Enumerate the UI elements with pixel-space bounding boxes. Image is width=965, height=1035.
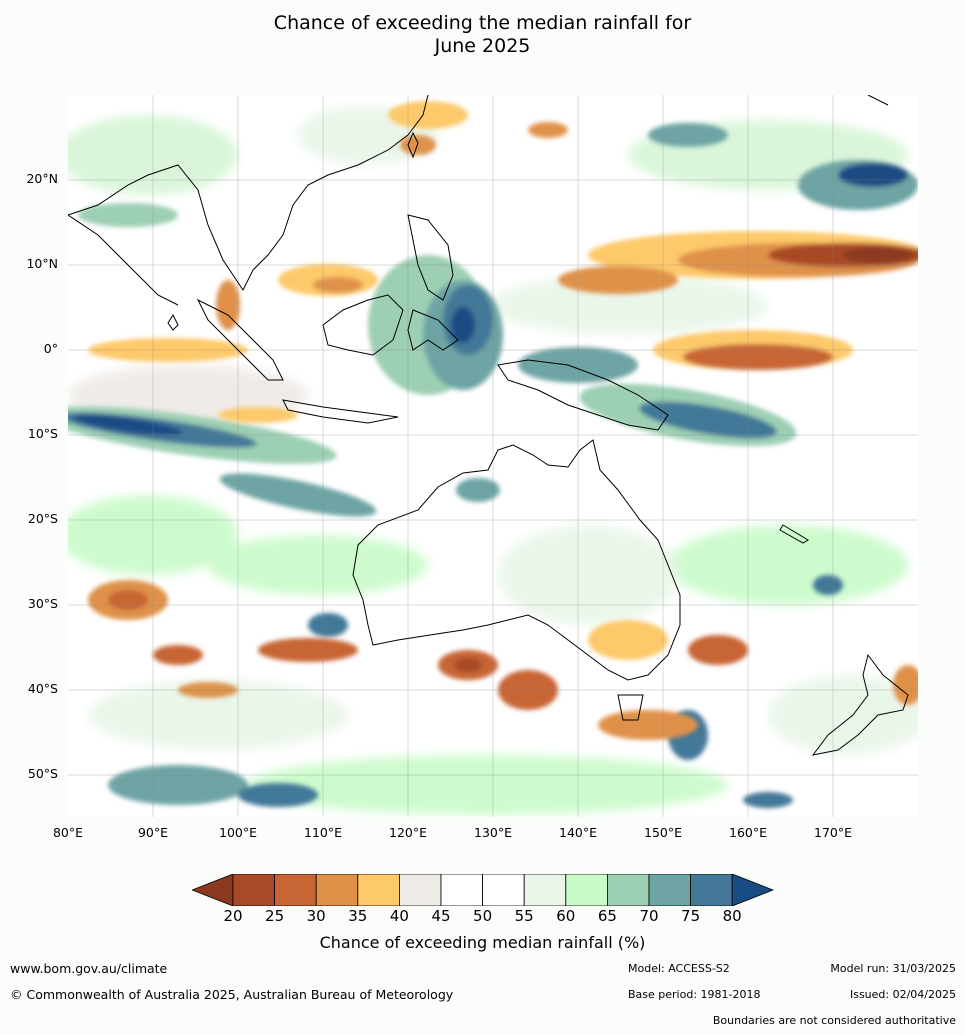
coast-new-zealand [811,653,909,756]
coast-new-guinea [497,359,669,431]
colorbar-tick-60: 60 [556,907,576,925]
lat-label-40s: 40°S [27,681,58,696]
colorbar-tick-35: 35 [348,907,368,925]
lat-label-0: 0° [43,341,58,356]
colorbar-title: Chance of exceeding median rainfall (%) [319,933,646,952]
lon-label-130e: 130°E [473,825,513,840]
colorbar-under-arrow [192,874,234,906]
rainfall-map [68,95,918,817]
colorbar-bin-65-70 [606,874,650,906]
colorbar-bin-25-30 [274,874,317,906]
coast-philippines [407,214,454,301]
lon-label-160e: 160°E [728,825,768,840]
chart-title-line1: Chance of exceeding the median rainfall … [273,12,692,34]
lon-label-110e: 110°E [303,825,343,840]
lat-label-20n: 20°N [26,171,58,186]
colorbar-bin-50-55 [482,874,525,906]
colorbar-bin-45-50 [440,874,483,906]
coast-asia-mainland [68,95,429,291]
colorbar-tick-40: 40 [389,907,409,925]
lat-label-20s: 20°S [27,511,58,526]
footer-base-period: Base period: 1981-2018 [628,988,761,1001]
colorbar-tick-20: 20 [223,907,243,925]
coast-australia [352,439,681,681]
footer-copyright: © Commonwealth of Australia 2025, Austra… [10,987,454,1002]
lon-label-150e: 150°E [643,825,683,840]
colorbar-bin-75-80 [690,874,733,906]
lat-label-30s: 30°S [27,596,58,611]
colorbar-bin-30-35 [315,874,359,906]
colorbar-tick-55: 55 [514,907,534,925]
chart-title-line2: June 2025 [434,35,531,57]
lon-label-100e: 100°E [218,825,258,840]
colorbar-bin-20-25 [232,874,275,906]
coastlines [68,95,909,756]
coast-new-caledonia [779,524,809,544]
lat-label-10n: 10°N [26,256,58,271]
map-svg [68,95,918,817]
lat-label-50s: 50°S [27,766,58,781]
lon-label-140e: 140°E [558,825,598,840]
footer-website: www.bom.gov.au/climate [10,961,168,976]
coast-sri-lanka [167,313,179,331]
colorbar-tick-75: 75 [681,907,701,925]
footer-model: Model: ACCESS-S2 [628,962,730,975]
colorbar-tick-50: 50 [473,907,493,925]
colorbar-tick-80: 80 [722,907,742,925]
colorbar-bin-60-65 [565,874,608,906]
colorbar-tick-70: 70 [639,907,659,925]
colorbar-tick-65: 65 [597,907,617,925]
colorbar-tick-45: 45 [431,907,451,925]
footer-model-run: Model run: 31/03/2025 [830,962,956,975]
coast-japan [867,95,889,106]
footer-disclaimer: Boundaries are not considered authoritat… [712,1014,956,1027]
colorbar [192,874,774,906]
coast-java [282,399,399,424]
coast-taiwan [407,131,419,159]
colorbar-tick-25: 25 [265,907,285,925]
colorbar-bin-40-45 [398,874,442,906]
coast-sulawesi [407,309,459,351]
colorbar-bin-70-75 [648,874,691,906]
colorbar-bin-35-40 [357,874,400,906]
lon-label-170e: 170°E [813,825,853,840]
coast-india [68,214,179,306]
coast-sumatra [196,298,284,381]
colorbar-over-arrow [731,874,774,906]
coast-tasmania [617,694,644,721]
coast-borneo [322,294,404,356]
colorbar-tick-30: 30 [306,907,326,925]
lat-label-10s: 10°S [27,426,58,441]
lon-label-80e: 80°E [52,825,84,840]
footer-issued: Issued: 02/04/2025 [849,988,956,1001]
colorbar-bin-55-60 [523,874,567,906]
lon-label-120e: 120°E [388,825,428,840]
lon-label-90e: 90°E [137,825,169,840]
